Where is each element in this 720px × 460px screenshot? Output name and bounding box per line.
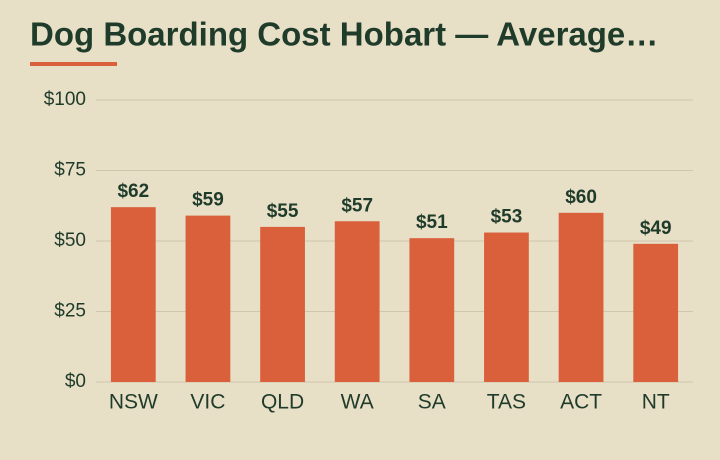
bar <box>334 221 380 382</box>
x-tick-label: TAS <box>487 391 526 414</box>
x-tick-label: NT <box>642 391 670 414</box>
value-label: $62 <box>117 181 149 202</box>
x-tick-label: SA <box>418 391 446 414</box>
bar <box>409 238 455 382</box>
bar <box>260 226 305 382</box>
value-label: $53 <box>491 207 523 228</box>
value-label: $49 <box>640 218 672 239</box>
value-label: $60 <box>565 187 597 208</box>
y-tick-label: $0 <box>65 371 86 392</box>
value-label: $51 <box>416 212 448 233</box>
x-tick-label: ACT <box>560 391 602 414</box>
bar <box>484 232 529 382</box>
value-label: $57 <box>341 195 373 216</box>
value-label: $55 <box>267 201 299 222</box>
x-tick-label: QLD <box>261 391 304 414</box>
y-tick-label: $75 <box>54 160 86 181</box>
y-tick-label: $50 <box>54 230 86 251</box>
x-tick-label: VIC <box>190 391 225 414</box>
bar <box>110 207 156 382</box>
bar <box>633 243 679 382</box>
chart-title: Dog Boarding Cost Hobart — Average… <box>30 16 658 53</box>
y-tick-label: $100 <box>44 89 86 110</box>
title-accent <box>30 62 117 66</box>
x-tick-label: NSW <box>109 391 158 414</box>
value-label: $59 <box>192 190 224 211</box>
bar <box>558 212 604 382</box>
x-tick-label: WA <box>341 391 374 414</box>
bar <box>185 215 231 382</box>
y-tick-label: $25 <box>54 301 86 322</box>
